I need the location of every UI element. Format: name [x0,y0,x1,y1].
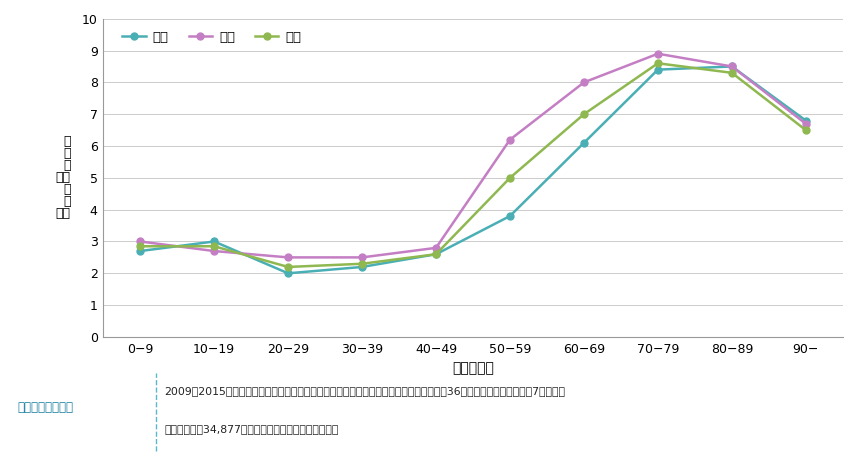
女性 [801,121,811,126]
男性 [135,248,145,254]
男性 [801,118,811,124]
男性 [283,271,293,276]
合計 [431,251,441,257]
男性 [357,264,367,270]
女性 [135,239,145,244]
合計 [135,243,145,249]
男性 [209,239,219,244]
女性 [209,248,219,254]
合計 [653,60,663,66]
Line: 女性: 女性 [137,50,809,261]
Text: 受診した患者34,877例の性別および年齢を調査した。: 受診した患者34,877例の性別および年齢を調査した。 [164,424,339,434]
男性 [579,140,589,146]
Line: 男性: 男性 [137,63,809,277]
Text: 2009～2015年に帯状疱疹を発症し、宮崎県皮膚科医会に属する医療機関（皮膚科診療所36施設、総合病院の皮膚科7施設）を: 2009～2015年に帯状疱疹を発症し、宮崎県皮膚科医会に属する医療機関（皮膚科… [164,386,566,396]
合計 [283,264,293,270]
女性 [579,80,589,85]
男性 [505,213,515,219]
Text: 調査の対象と方法: 調査の対象と方法 [17,401,73,414]
女性 [505,137,515,142]
Legend: 男性, 女性, 合計: 男性, 女性, 合計 [117,25,306,49]
女性 [653,51,663,57]
合計 [505,175,515,181]
女性 [431,245,441,251]
女性 [357,255,367,260]
合計 [209,243,219,249]
X-axis label: 年齢（歳）: 年齢（歳） [452,361,494,375]
Line: 合計: 合計 [137,60,809,271]
男性 [727,64,737,69]
合計 [579,111,589,117]
合計 [357,261,367,267]
男性 [431,251,441,257]
女性 [283,255,293,260]
男性 [653,67,663,73]
Y-axis label: 発
症
率
（千
人
・
年）: 発 症 率 （千 人 ・ 年） [56,135,71,220]
合計 [727,70,737,76]
女性 [727,64,737,69]
合計 [801,127,811,133]
